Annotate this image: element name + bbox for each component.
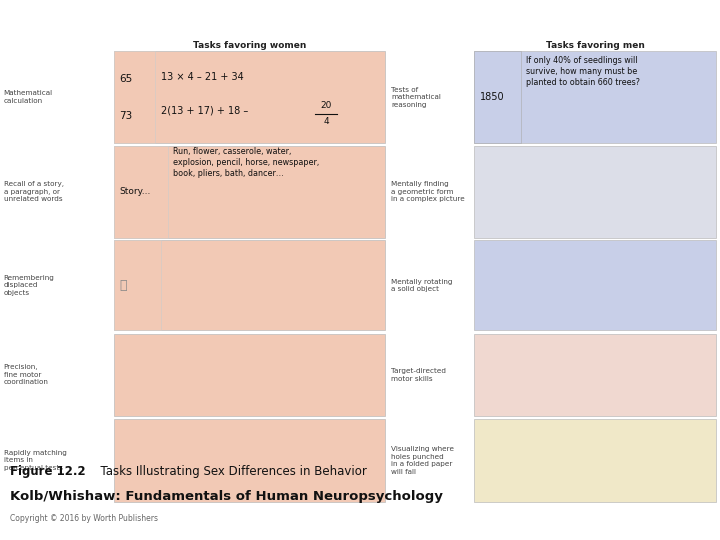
Bar bbox=[474, 51, 521, 143]
Text: 1850: 1850 bbox=[480, 92, 504, 102]
Bar bbox=[474, 51, 716, 143]
Bar bbox=[114, 334, 385, 416]
Text: Remembering
displaced
objects: Remembering displaced objects bbox=[4, 275, 55, 296]
Text: Kolb/Whishaw: Fundamentals of Human Neuropsychology: Kolb/Whishaw: Fundamentals of Human Neur… bbox=[10, 490, 443, 503]
Text: Visualizing where
holes punched
in a folded paper
will fall: Visualizing where holes punched in a fol… bbox=[391, 446, 454, 475]
Bar bbox=[114, 146, 168, 238]
Bar bbox=[474, 418, 716, 502]
Text: Recall of a story,
a paragraph, or
unrelated words: Recall of a story, a paragraph, or unrel… bbox=[4, 181, 63, 202]
Bar bbox=[114, 240, 385, 330]
Text: Rapidly matching
items in
perceptual tests: Rapidly matching items in perceptual tes… bbox=[4, 450, 66, 471]
Bar bbox=[114, 51, 385, 143]
Text: 4: 4 bbox=[324, 117, 330, 126]
Text: Tasks favoring men: Tasks favoring men bbox=[546, 40, 644, 50]
Text: Tests of
mathematical
reasoning: Tests of mathematical reasoning bbox=[391, 87, 441, 107]
Text: 13 × 4 – 21 + 34: 13 × 4 – 21 + 34 bbox=[161, 72, 243, 82]
Text: 65: 65 bbox=[120, 74, 132, 84]
Text: Copyright © 2016 by Worth Publishers: Copyright © 2016 by Worth Publishers bbox=[10, 514, 158, 523]
Bar bbox=[474, 334, 716, 416]
Bar bbox=[114, 51, 155, 143]
Text: 🔑: 🔑 bbox=[120, 279, 127, 292]
Text: Precision,
fine motor
coordination: Precision, fine motor coordination bbox=[4, 364, 48, 385]
Text: Tasks favoring women: Tasks favoring women bbox=[193, 40, 306, 50]
Text: Target-directed
motor skills: Target-directed motor skills bbox=[391, 368, 446, 381]
Text: Mentally finding
a geometric form
in a complex picture: Mentally finding a geometric form in a c… bbox=[391, 181, 464, 202]
Text: Mathematical
calculation: Mathematical calculation bbox=[4, 90, 53, 104]
Bar bbox=[114, 418, 385, 502]
Bar bbox=[474, 146, 716, 238]
Text: 73: 73 bbox=[120, 111, 132, 120]
Bar bbox=[474, 240, 716, 330]
Text: Story...: Story... bbox=[120, 187, 151, 196]
Text: Figure 12.2: Figure 12.2 bbox=[10, 465, 86, 478]
Text: 20: 20 bbox=[320, 102, 332, 111]
Text: Run, flower, casserole, water,
explosion, pencil, horse, newspaper,
book, pliers: Run, flower, casserole, water, explosion… bbox=[173, 147, 319, 178]
Bar bbox=[114, 240, 161, 330]
Bar bbox=[114, 146, 385, 238]
Text: If only 40% of seedlings will
survive, how many must be
planted to obtain 660 tr: If only 40% of seedlings will survive, h… bbox=[526, 56, 639, 87]
Text: Mentally rotating
a solid object: Mentally rotating a solid object bbox=[391, 279, 452, 292]
Text: 2(13 + 17) + 18 –: 2(13 + 17) + 18 – bbox=[161, 106, 248, 116]
Text: Tasks Illustrating Sex Differences in Behavior: Tasks Illustrating Sex Differences in Be… bbox=[93, 465, 366, 478]
